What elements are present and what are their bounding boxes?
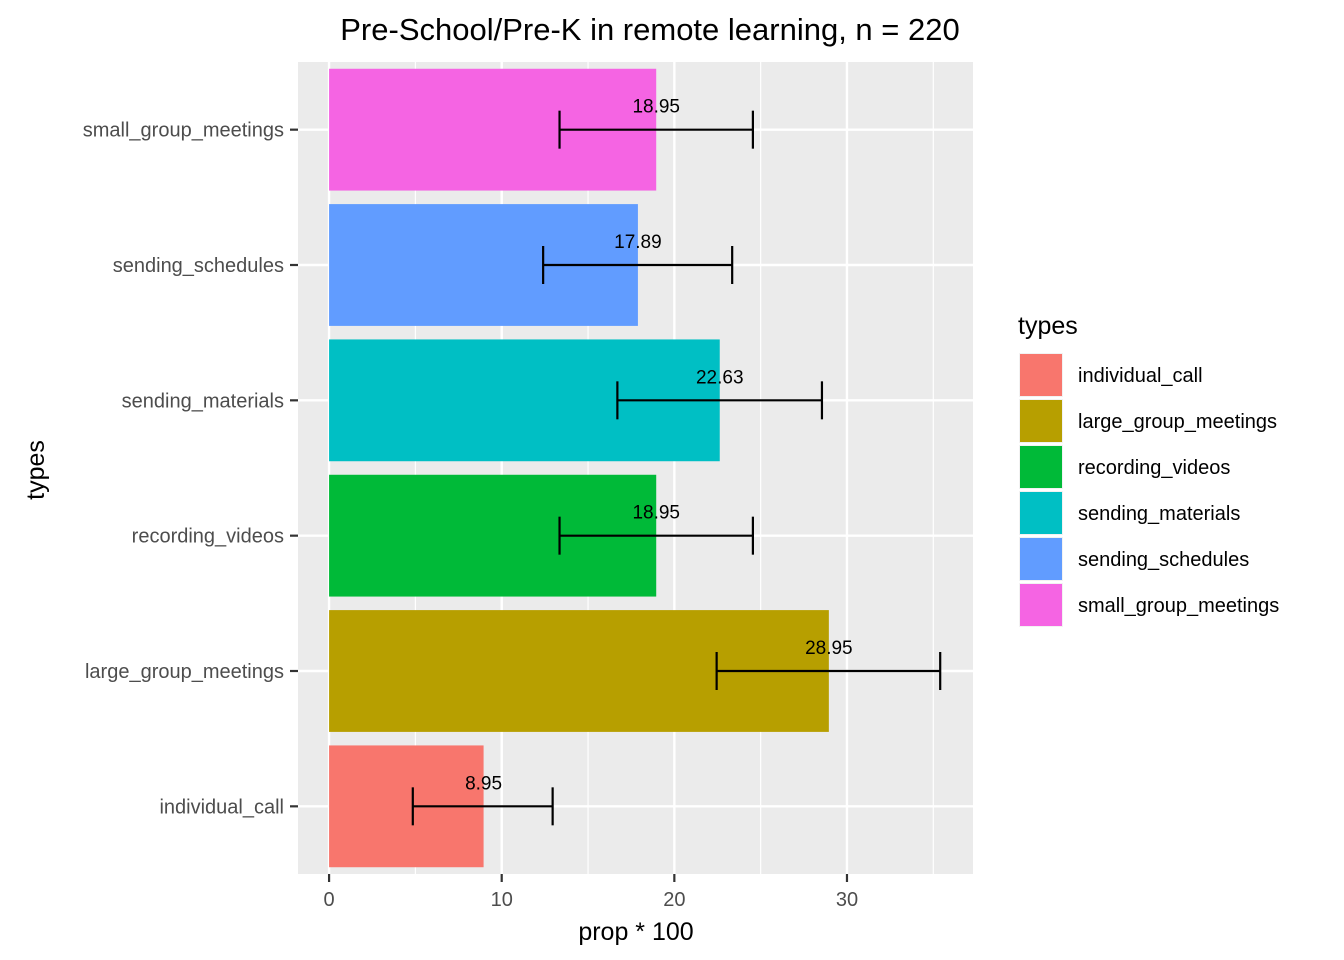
x-tick-label: 20 xyxy=(663,889,685,911)
y-tick-label: sending_materials xyxy=(122,390,284,412)
error-bar-small-group-meetings xyxy=(558,110,754,149)
bars xyxy=(329,68,829,868)
data-label-large-group-meetings: 28.95 xyxy=(805,638,853,659)
legend-swatch-individual-call xyxy=(1020,354,1062,396)
error-bar-sending-materials xyxy=(616,381,824,420)
y-tick-label: large_group_meetings xyxy=(85,661,284,683)
y-axis-title: types xyxy=(22,440,50,500)
error-bar-individual-call xyxy=(411,787,554,826)
data-label-small-group-meetings: 18.95 xyxy=(632,97,680,118)
legend-swatch-sending-schedules xyxy=(1020,538,1062,580)
legend: types individual_call large_group_meeting… xyxy=(1018,312,1279,627)
chart-title: Pre-School/Pre-K in remote learning, n =… xyxy=(340,12,959,47)
legend-label-large-group-meetings: large_group_meetings xyxy=(1078,411,1277,433)
legend-swatch-small-group-meetings xyxy=(1020,584,1062,626)
legend-swatch-large-group-meetings xyxy=(1020,400,1062,442)
data-label-individual-call: 8.95 xyxy=(465,773,502,794)
data-label-sending-materials: 22.63 xyxy=(696,367,744,388)
legend-label-small-group-meetings: small_group_meetings xyxy=(1078,595,1279,617)
legend-title: types xyxy=(1018,312,1078,340)
error-bar-recording-videos xyxy=(558,516,754,555)
y-tick-label: individual_call xyxy=(159,796,284,818)
error-bar-sending-schedules xyxy=(542,246,734,284)
legend-swatch-recording-videos xyxy=(1020,446,1062,488)
y-tick-label: small_group_meetings xyxy=(83,120,284,142)
legend-label-sending-schedules: sending_schedules xyxy=(1078,549,1249,571)
legend-label-sending-materials: sending_materials xyxy=(1078,503,1240,525)
x-axis: 0 10 20 30 xyxy=(324,874,858,911)
data-label-sending-schedules: 17.89 xyxy=(614,232,662,253)
error-bar-large-group-meetings xyxy=(715,652,942,690)
data-labels: 8.95 28.95 18.95 22.63 17.89 18.95 xyxy=(465,97,853,795)
error-bars xyxy=(411,110,942,826)
legend-label-recording-videos: recording_videos xyxy=(1078,457,1230,479)
legend-swatch-sending-materials xyxy=(1020,492,1062,534)
data-label-recording-videos: 18.95 xyxy=(632,503,680,524)
y-axis: individual_call large_group_meetings recor… xyxy=(83,120,298,818)
x-tick-label: 0 xyxy=(324,889,335,911)
x-tick-label: 30 xyxy=(836,889,858,911)
y-tick-label: recording_videos xyxy=(132,526,284,548)
legend-label-individual-call: individual_call xyxy=(1078,365,1203,387)
plot-panel xyxy=(298,62,973,874)
y-tick-label: sending_schedules xyxy=(113,255,284,277)
x-axis-title: prop * 100 xyxy=(578,918,693,946)
x-tick-label: 10 xyxy=(491,889,513,911)
